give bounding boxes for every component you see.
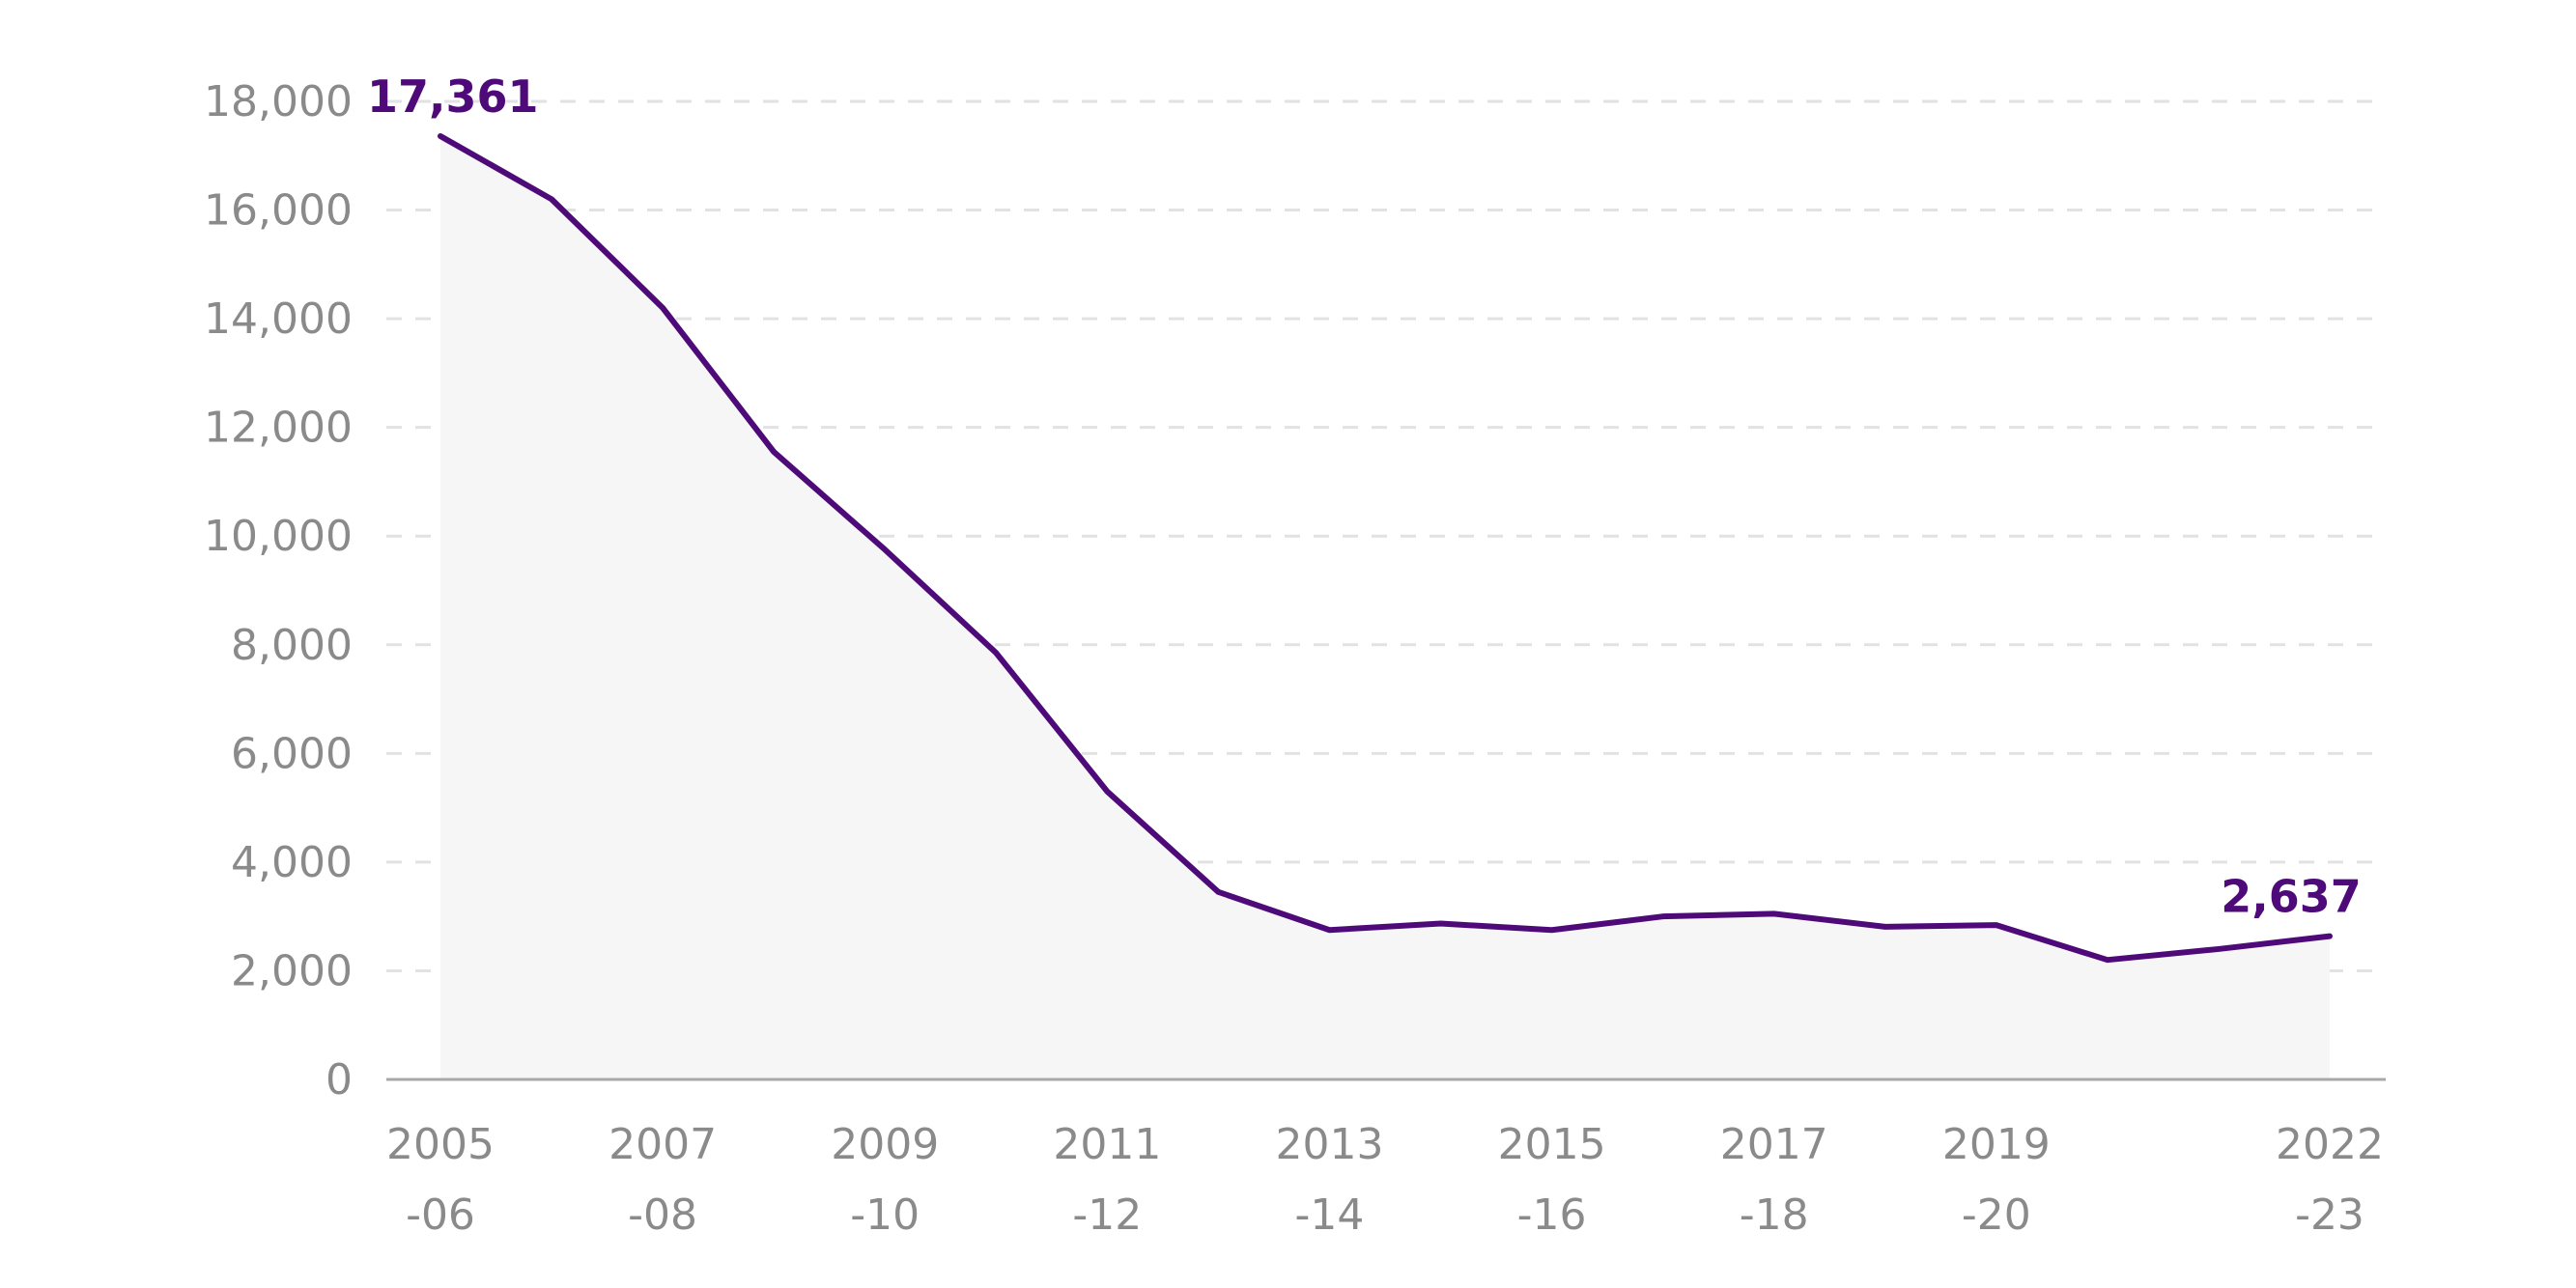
x-tick-label: 2017 bbox=[1720, 1120, 1828, 1169]
x-tick-label-line2: -20 bbox=[1962, 1190, 2031, 1240]
data-labels: 17,361 2,637 bbox=[367, 70, 2362, 923]
x-tick-label-line2: -18 bbox=[1740, 1190, 1809, 1240]
x-tick-label: 2009 bbox=[831, 1120, 939, 1169]
x-axis-ticks: 2005 -06 2007 -08 2009 -10 2011 -12 2013 -14 2015 -… bbox=[386, 1120, 2384, 1240]
y-tick-label: 2,000 bbox=[231, 946, 353, 995]
x-tick-label-line2: -14 bbox=[1295, 1190, 1365, 1240]
x-tick-label: 2005 bbox=[386, 1120, 495, 1169]
y-tick-label: 6,000 bbox=[231, 729, 353, 778]
y-tick-label: 4,000 bbox=[231, 838, 353, 887]
x-tick-label: 2022 bbox=[2276, 1120, 2384, 1169]
x-tick-label: 2011 bbox=[1053, 1120, 1161, 1169]
data-label: 17,361 bbox=[367, 70, 539, 123]
y-tick-label: 18,000 bbox=[204, 77, 353, 126]
area-fill bbox=[440, 135, 2330, 1080]
y-axis-ticks: 0 2,000 4,000 6,000 8,000 10,000 12,000 14,000 1… bbox=[204, 77, 353, 1105]
y-tick-label: 16,000 bbox=[204, 186, 353, 236]
x-tick-label: 2013 bbox=[1275, 1120, 1383, 1169]
x-tick-label: 2007 bbox=[609, 1120, 717, 1169]
x-tick-label: 2019 bbox=[1942, 1120, 2051, 1169]
data-label: 2,637 bbox=[2221, 871, 2362, 923]
y-tick-label: 8,000 bbox=[231, 621, 353, 670]
series-line bbox=[438, 132, 2333, 964]
x-tick-label-line2: -12 bbox=[1072, 1190, 1142, 1240]
x-tick-label-line2: -06 bbox=[406, 1190, 475, 1240]
y-tick-label: 0 bbox=[326, 1055, 353, 1105]
x-tick-label-line2: -10 bbox=[850, 1190, 920, 1240]
y-tick-label: 10,000 bbox=[204, 512, 353, 561]
y-tick-label: 14,000 bbox=[204, 294, 353, 344]
x-tick-label-line2: -16 bbox=[1517, 1190, 1587, 1240]
y-tick-label: 12,000 bbox=[204, 404, 353, 453]
x-tick-label-line2: -23 bbox=[2295, 1190, 2364, 1240]
x-tick-label-line2: -08 bbox=[628, 1190, 697, 1240]
x-tick-label: 2015 bbox=[1498, 1120, 1606, 1169]
